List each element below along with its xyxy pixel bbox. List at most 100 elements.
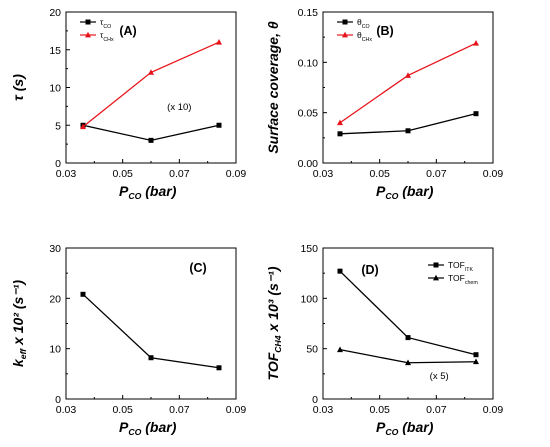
x-tick-label: 0.03 bbox=[56, 404, 77, 416]
x-tick-label: 0.05 bbox=[112, 168, 133, 180]
x-tick-label: 0.07 bbox=[169, 168, 190, 180]
data-point bbox=[216, 39, 222, 45]
x-tick-label: 0.03 bbox=[313, 168, 334, 180]
x-tick-label: 0.03 bbox=[313, 404, 334, 416]
x-tick-label: 0.09 bbox=[226, 168, 247, 180]
y-tick-label: 10 bbox=[49, 344, 61, 356]
data-point bbox=[337, 346, 343, 353]
panel-label: (C) bbox=[189, 261, 206, 275]
x-axis-label-unit: (bar) bbox=[141, 183, 176, 199]
y-tick-label: 50 bbox=[306, 344, 318, 356]
data-point bbox=[337, 119, 343, 126]
data-point bbox=[405, 359, 411, 366]
data-point bbox=[473, 111, 479, 117]
y-tick-label: 10 bbox=[49, 83, 61, 95]
data-point bbox=[405, 72, 411, 78]
x-tick-label: 0.07 bbox=[169, 404, 190, 416]
y-axis-label-main: TOF bbox=[265, 352, 281, 380]
data-point bbox=[216, 365, 222, 371]
series-line-1 bbox=[339, 270, 477, 356]
y-tick-label: 100 bbox=[300, 293, 318, 305]
chart-panel-3: 0.03 0.05 0.07 0.09 0 10 20 30 (C) PCO (bar) keff … bbox=[10, 243, 246, 437]
y-axis-label-main: k bbox=[10, 358, 26, 367]
legend-marker bbox=[85, 19, 91, 25]
legend-marker bbox=[433, 274, 439, 281]
legend-entry: τCHx bbox=[100, 30, 114, 43]
plot-frame bbox=[65, 247, 237, 400]
x-tick-label: 0.07 bbox=[426, 404, 447, 416]
x-tick-label: 0.09 bbox=[226, 404, 247, 416]
y-axis-label-main: τ bbox=[10, 94, 26, 101]
annotation: (x 5) bbox=[430, 371, 449, 382]
x-axis-label-unit: (bar) bbox=[141, 419, 176, 435]
data-point bbox=[148, 355, 154, 361]
panel-label: (D) bbox=[361, 263, 378, 277]
y-axis-label: τ (s) bbox=[10, 74, 26, 101]
annotation: (x 10) bbox=[167, 102, 191, 113]
y-axis-label: Surface coverage, θ bbox=[265, 21, 281, 154]
legend-entry-main: τ bbox=[100, 30, 104, 40]
data-point bbox=[405, 335, 411, 341]
legend-entry-sub: CHx bbox=[362, 37, 373, 43]
data-point bbox=[216, 122, 222, 128]
x-axis-label-sub: CO bbox=[128, 427, 141, 437]
legend-entry-main: θ bbox=[357, 30, 362, 40]
data-point bbox=[148, 137, 154, 143]
x-axis-label-sub: CO bbox=[385, 191, 398, 201]
legend-entry: τCO bbox=[100, 17, 111, 30]
panel-label: (B) bbox=[376, 24, 393, 38]
legend-entry-main: θ bbox=[357, 17, 362, 27]
legend-entry: TOFchem bbox=[448, 273, 478, 286]
y-tick-label: 0 bbox=[55, 158, 61, 170]
legend-marker bbox=[433, 262, 439, 268]
legend-entry-sub: CO bbox=[362, 24, 370, 30]
legend-entry-main: TOF bbox=[448, 260, 465, 270]
legend-entry-sub: ITK bbox=[465, 267, 474, 273]
legend-entry-main: TOF bbox=[448, 273, 465, 283]
y-tick-label: 0 bbox=[55, 394, 61, 406]
x-tick-label: 0.05 bbox=[112, 404, 133, 416]
x-axis-label: PCO (bar) bbox=[376, 419, 434, 437]
y-tick-label: 0.10 bbox=[298, 57, 319, 69]
x-axis-label-sub: CO bbox=[385, 427, 398, 437]
panel-label: (A) bbox=[119, 24, 136, 38]
x-axis-label-main: P bbox=[376, 419, 386, 435]
x-axis-label: PCO (bar) bbox=[119, 419, 177, 437]
y-tick-label: 0 bbox=[312, 394, 318, 406]
series-line-2 bbox=[339, 42, 477, 124]
y-axis-label-unit: x 10² (s⁻¹) bbox=[10, 280, 26, 349]
chart-panel-2: 0.03 0.05 0.07 0.090.000.050.100.15θCOθCHx(… bbox=[265, 7, 503, 201]
data-point bbox=[473, 352, 479, 358]
data-point bbox=[80, 123, 86, 130]
x-axis-label-sub: CO bbox=[128, 191, 141, 201]
x-axis-label-main: P bbox=[119, 419, 129, 435]
y-tick-label: 15 bbox=[49, 45, 61, 57]
legend-entry-main: τ bbox=[100, 17, 104, 27]
legend-entry-sub: CHx bbox=[103, 37, 114, 43]
data-point bbox=[337, 131, 343, 137]
legend-marker bbox=[85, 31, 91, 38]
y-tick-label: 20 bbox=[49, 293, 61, 305]
legend-marker bbox=[342, 19, 348, 25]
y-axis-label-sub: CH4 bbox=[273, 335, 283, 353]
series-line-2 bbox=[82, 41, 220, 128]
y-tick-label: 150 bbox=[300, 243, 318, 255]
y-tick-label: 20 bbox=[49, 7, 61, 19]
x-axis-label: PCO (bar) bbox=[376, 183, 434, 201]
x-axis-label-main: P bbox=[119, 183, 129, 199]
data-point bbox=[80, 291, 86, 297]
y-tick-label: 0.00 bbox=[298, 158, 319, 170]
data-point bbox=[473, 40, 479, 46]
x-axis-label-main: P bbox=[376, 183, 386, 199]
y-axis-label-unit: (s) bbox=[10, 74, 26, 95]
y-tick-label: 0.05 bbox=[298, 108, 319, 120]
x-tick-label: 0.05 bbox=[369, 168, 390, 180]
legend-entry: θCO bbox=[357, 17, 370, 30]
y-tick-label: 30 bbox=[49, 243, 61, 255]
x-tick-label: 0.09 bbox=[483, 404, 504, 416]
y-axis-label-sub: eff bbox=[18, 348, 28, 360]
data-point bbox=[337, 268, 343, 274]
